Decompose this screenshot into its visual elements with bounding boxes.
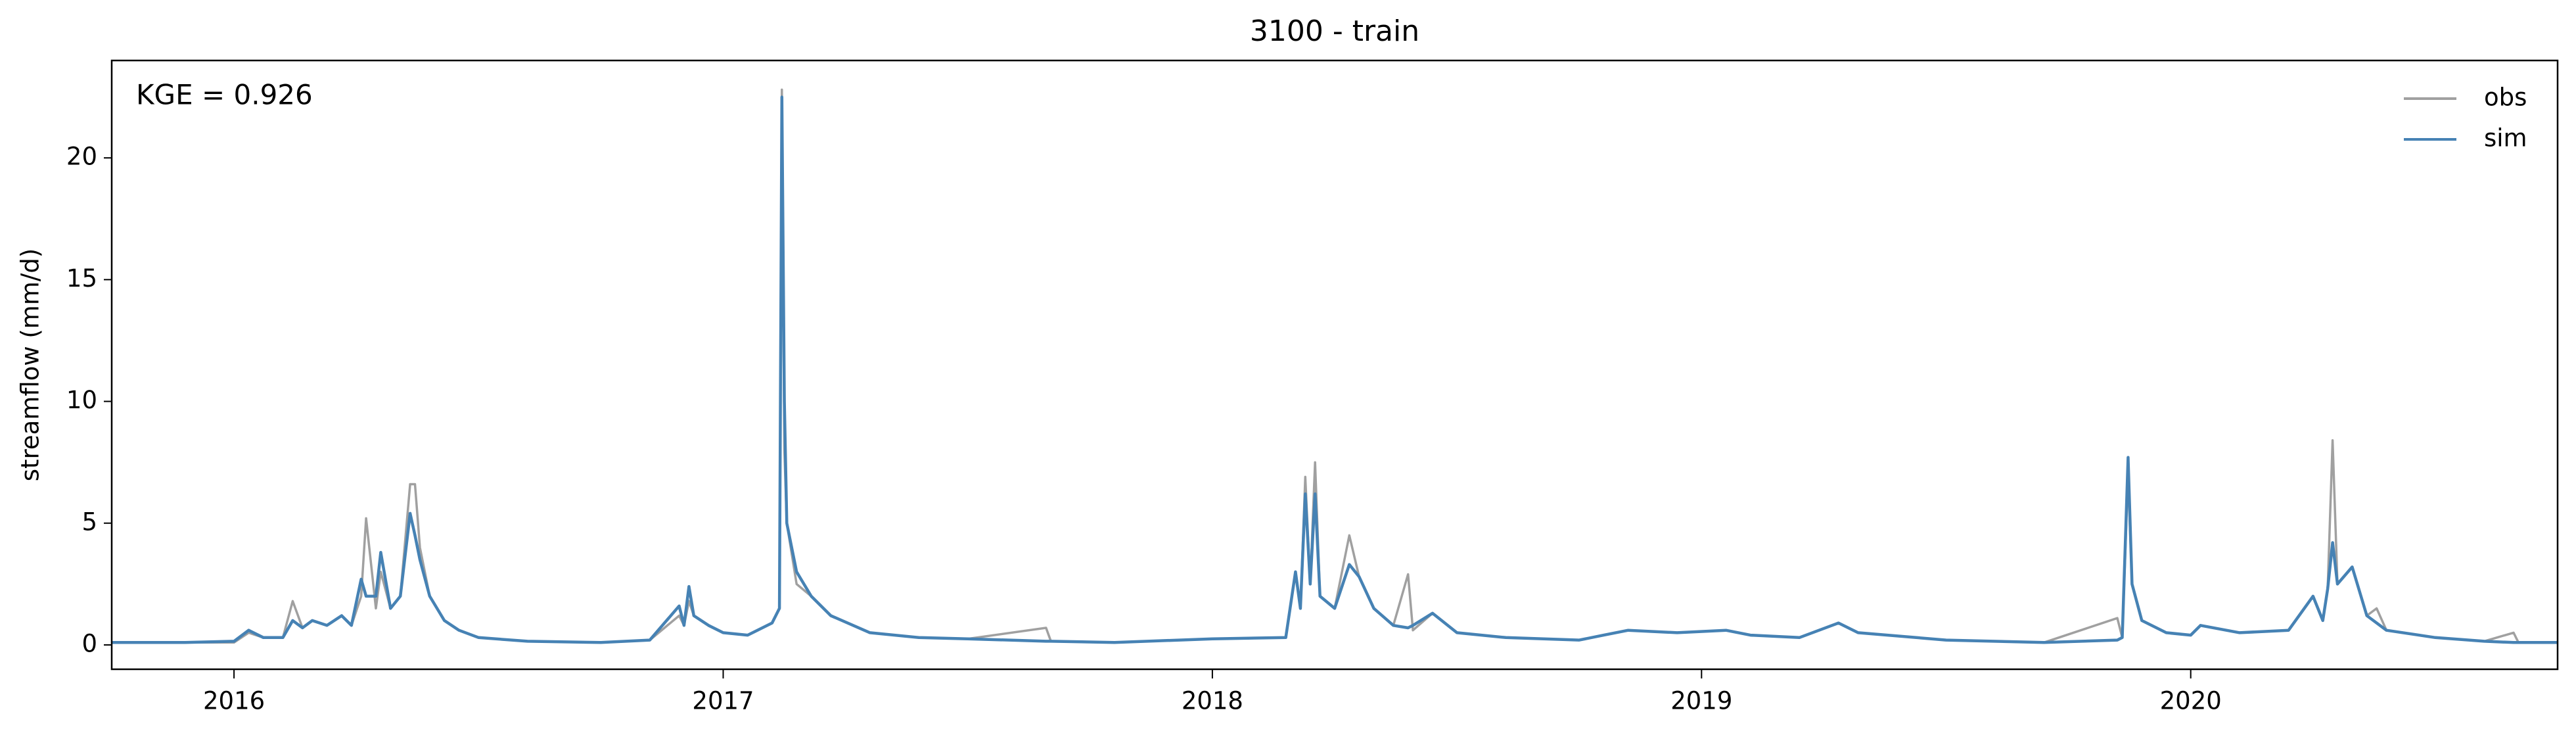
x-tick-label: 2019 xyxy=(1670,687,1732,715)
y-tick-label: 10 xyxy=(66,386,97,414)
series-line xyxy=(112,95,2558,644)
y-tick-label: 0 xyxy=(81,629,97,657)
x-tick-label: 2016 xyxy=(203,687,265,715)
x-tick-label: 2017 xyxy=(692,687,754,715)
legend-label: sim xyxy=(2484,124,2527,153)
x-tick-label: 2018 xyxy=(1182,687,1243,715)
annotation: KGE = 0.926 xyxy=(136,79,313,111)
y-tick-label: 5 xyxy=(81,508,97,536)
chart-title: 3100 - train xyxy=(1250,14,1419,48)
plot-frame xyxy=(110,59,2559,671)
legend-label: obs xyxy=(2484,83,2527,112)
y-tick-label: 20 xyxy=(66,143,97,171)
y-tick-label: 15 xyxy=(66,264,97,293)
y-axis-label: streamflow (mm/d) xyxy=(16,249,45,482)
series-line xyxy=(112,88,2558,644)
x-tick-label: 2020 xyxy=(2160,687,2222,715)
